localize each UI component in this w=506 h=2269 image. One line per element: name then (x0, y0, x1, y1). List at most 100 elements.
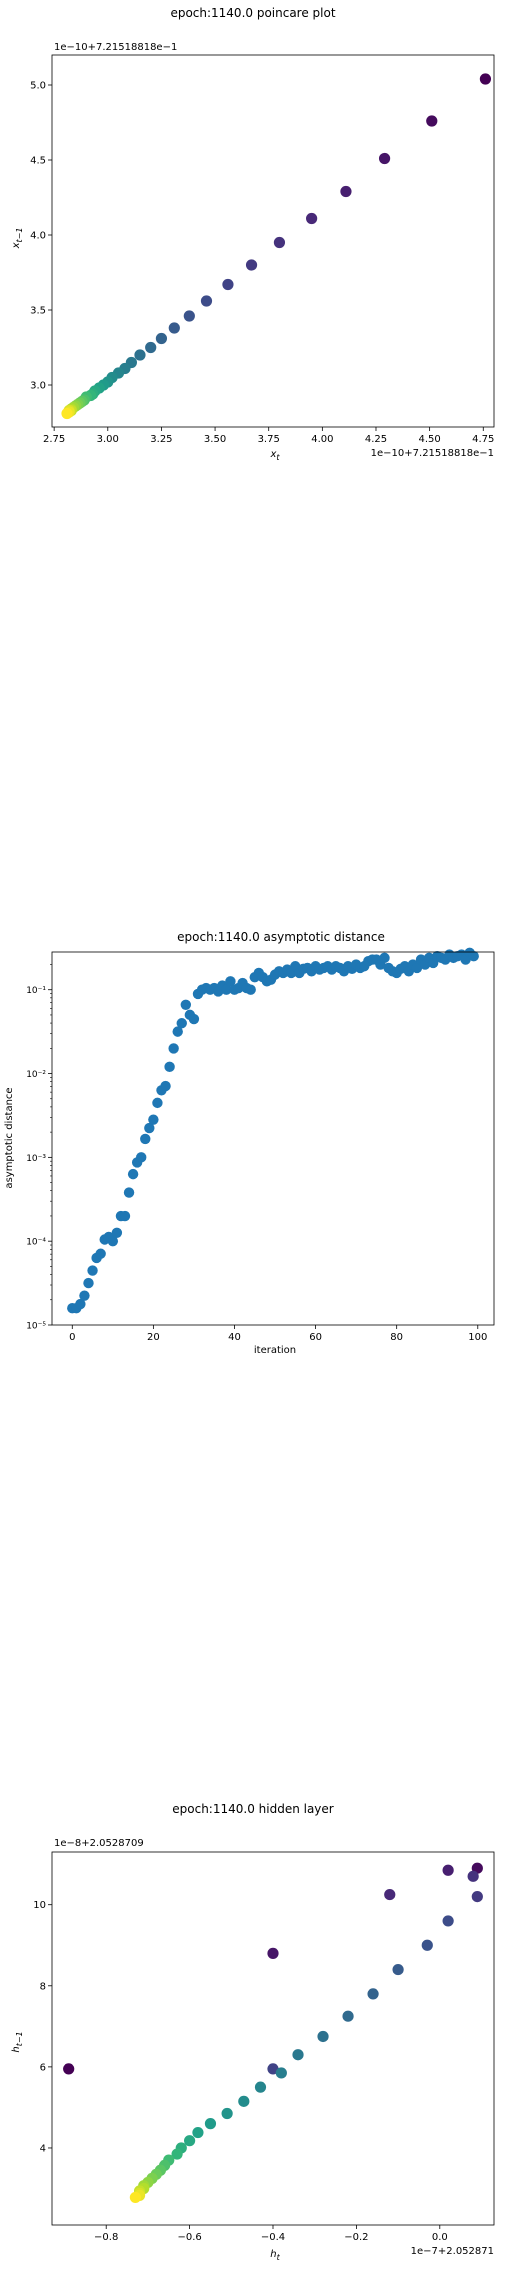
data-point (254, 2081, 267, 2093)
data-point (87, 1265, 98, 1276)
y-tick-label: 10⁻¹ (26, 986, 46, 996)
data-point (426, 115, 438, 127)
x-tick-label: 40 (228, 1332, 241, 1343)
x-tick-label: 2.75 (43, 434, 65, 445)
y-axis-label: asymptotic distance (4, 1087, 15, 1188)
x-axis-label: iteration (254, 1345, 296, 1356)
x-tick-label: 3.75 (258, 434, 280, 445)
y-tick-label: 6 (40, 2062, 46, 2073)
data-point (145, 341, 157, 354)
y-axis-label: ht−1 (11, 2031, 24, 2052)
y-tick-label: 5.0 (30, 81, 46, 92)
y-tick-label: 10⁻⁴ (26, 1238, 46, 1248)
data-point (192, 2126, 204, 2139)
data-point (63, 2063, 75, 2075)
data-point (267, 1947, 279, 1959)
y-axis-label: xt−1 (11, 228, 24, 250)
data-point (221, 2107, 233, 2120)
data-point (79, 1290, 90, 1301)
data-point (180, 999, 192, 1011)
data-point (378, 152, 391, 165)
x-tick-label: 60 (309, 1332, 322, 1343)
data-point (245, 984, 256, 995)
y-offset-label: 1e−10+7.21518818e−1 (54, 42, 177, 53)
y-tick-label: 10⁻⁵ (26, 1322, 46, 1332)
data-point (467, 1870, 479, 1882)
y-tick-label: 4.5 (30, 156, 46, 167)
data-point (442, 1915, 454, 1927)
x-tick-label: 3.00 (97, 434, 119, 445)
x-tick-label: 3.50 (204, 434, 226, 445)
chart-title: epoch:1140.0 poincare plot (170, 6, 335, 20)
asymptotic-distance-axes: 0 20 40 60 80 100 10⁻⁵ 10⁻⁴ 10⁻³ 10⁻² 10⁻¹ (26, 947, 495, 1343)
y-tick-label: 10 (33, 1900, 46, 1911)
x-axis-label: xt (269, 449, 280, 462)
x-tick-label: 80 (390, 1332, 403, 1343)
x-axis-label: ht (270, 2249, 280, 2262)
x-tick-label: 0.0 (432, 2232, 448, 2243)
data-point (222, 278, 234, 291)
plot-frame (51, 54, 495, 428)
data-point (479, 73, 492, 85)
x-tick-label: 4.25 (365, 434, 387, 445)
data-point (442, 1864, 454, 1876)
data-point (129, 2191, 141, 2204)
data-point (119, 1210, 131, 1222)
data-point (144, 1122, 155, 1134)
data-point (148, 1114, 159, 1125)
data-point (107, 1235, 119, 1247)
data-point (225, 976, 236, 987)
data-point (95, 1248, 106, 1259)
chart-title: epoch:1140.0 hidden layer (172, 1802, 334, 1816)
x-offset-label: 1e−7+2.052871 (411, 2246, 494, 2257)
asymptotic-distance-chart: epoch:1140.0 asymptotic distance iterati… (4, 930, 495, 1356)
x-tick-label: 0 (69, 1332, 75, 1343)
hidden-layer-axes: −0.8 −0.6 −0.4 −0.2 0.0 4 6 8 10 (33, 1851, 495, 2243)
data-point (245, 259, 258, 271)
data-point (273, 236, 286, 249)
y-offset-label: 1e−8+2.0528709 (54, 1838, 144, 1849)
x-tick-label: 100 (468, 1332, 487, 1343)
data-point (292, 2049, 304, 2061)
data-point (392, 1963, 404, 1976)
data-point (379, 952, 390, 964)
data-point (168, 1043, 179, 1054)
data-point (471, 1890, 483, 1903)
data-point (75, 1298, 86, 1310)
y-tick-label: 4 (40, 2143, 46, 2154)
data-point (160, 1080, 171, 1092)
data-point (367, 1988, 379, 2000)
data-point (127, 1168, 139, 1180)
data-point (317, 2030, 329, 2043)
y-tick-label: 4.0 (30, 231, 46, 242)
y-tick-label: 10⁻³ (26, 1154, 46, 1164)
data-point (134, 349, 146, 361)
data-point (184, 2135, 196, 2147)
data-point (411, 962, 423, 974)
data-point (155, 332, 168, 345)
data-point (340, 185, 352, 198)
data-point (83, 1277, 94, 1289)
x-tick-label: 20 (147, 1332, 160, 1343)
data-point (384, 1888, 396, 1901)
data-point (421, 1939, 433, 1951)
y-tick-label: 3.5 (30, 306, 46, 317)
x-offset-label: 1e−10+7.21518818e−1 (371, 448, 494, 459)
plot-frame (51, 1851, 495, 2226)
data-point (183, 310, 195, 322)
data-point (168, 322, 180, 334)
plot-frame (51, 951, 495, 1326)
data-point (152, 1097, 163, 1109)
data-point (136, 1152, 147, 1163)
x-tick-label: −0.8 (94, 2232, 118, 2243)
data-point (123, 1187, 135, 1198)
data-point (188, 1013, 200, 1025)
data-point (171, 2148, 183, 2160)
data-point (238, 2095, 250, 2107)
data-point (172, 1026, 183, 1037)
data-point (221, 984, 232, 995)
y-tick-label: 8 (40, 1981, 46, 1992)
poincare-plot-chart: epoch:1140.0 poincare plot 1e−10+7.21518… (11, 6, 494, 462)
data-point (306, 212, 318, 225)
